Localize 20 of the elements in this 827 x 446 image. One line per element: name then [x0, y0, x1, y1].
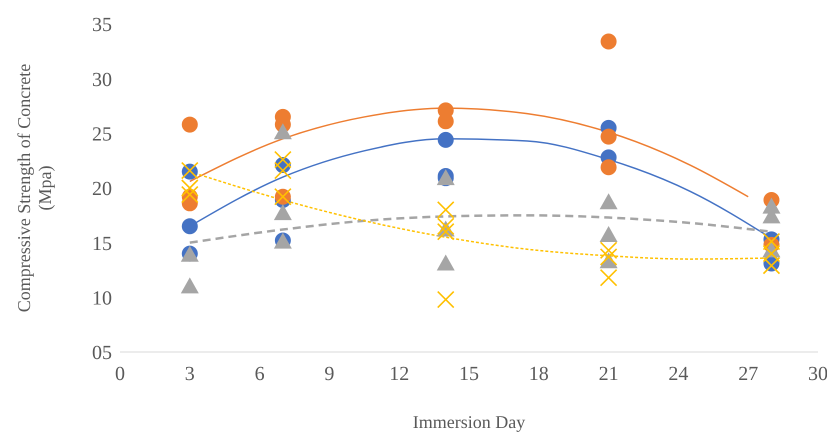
x-tick-label: 24	[668, 363, 688, 386]
y-tick-label: 35	[92, 14, 112, 36]
y-tick-label: 20	[92, 178, 112, 200]
x-tick-label: 21	[598, 363, 619, 386]
x-tick-label: 3	[184, 363, 195, 386]
y-tick-label: 05	[92, 342, 112, 364]
x-tick-label: 27	[738, 363, 758, 386]
x-tick-label: 15	[459, 363, 479, 386]
x-tick-label: 9	[324, 363, 334, 386]
y-tick-label: 10	[92, 287, 112, 310]
y-tick-label: 15	[92, 232, 112, 255]
x-tick-label: 30	[808, 363, 827, 386]
x-tick-label: 6	[254, 363, 265, 386]
x-axis-title: Immersion Day	[412, 412, 526, 432]
y-tick-label: 30	[92, 68, 112, 91]
x-tick-label: 12	[389, 363, 410, 386]
y-tick-label: 25	[92, 123, 112, 146]
x-tick-label: 0	[115, 363, 125, 386]
x-tick-label: 18	[528, 363, 549, 386]
y-axis-title: Compressive Strength of Concrete (Mpa)	[14, 64, 55, 312]
